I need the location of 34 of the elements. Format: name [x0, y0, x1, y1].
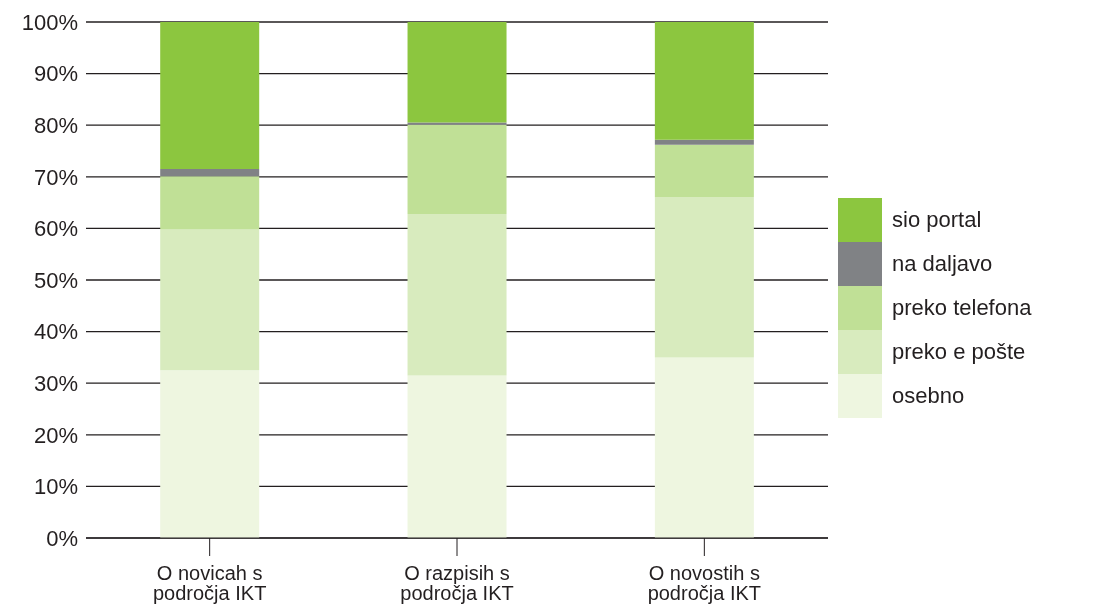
- y-tick-label: 20%: [33, 422, 78, 448]
- y-tick-label: 40%: [33, 319, 78, 345]
- y-tick-label: 70%: [33, 164, 78, 190]
- y-tick-label: 0%: [46, 525, 78, 551]
- bar: [654, 357, 754, 538]
- bar: [654, 196, 754, 358]
- bar: [654, 139, 754, 145]
- y-tick-label: 30%: [33, 371, 78, 397]
- y-tick-label: 80%: [33, 113, 78, 139]
- bar: [654, 144, 754, 197]
- bar: [407, 122, 507, 125]
- legend-label: preko e pošte: [892, 339, 1026, 365]
- bar: [407, 213, 507, 376]
- bar: [407, 375, 507, 538]
- legend-label: na daljavo: [892, 251, 993, 277]
- x-tick-label: O novostih s področja IKT: [647, 562, 762, 605]
- bar: [160, 370, 260, 538]
- y-tick-label: 50%: [33, 267, 78, 293]
- y-tick-label: 10%: [33, 474, 78, 500]
- y-tick-label: 60%: [33, 216, 78, 242]
- bar: [160, 169, 260, 177]
- legend-label: preko telefona: [892, 295, 1032, 321]
- x-tick-label: O razpisih s področja IKT: [400, 562, 514, 605]
- bar: [160, 229, 260, 371]
- legend-label: osebno: [892, 383, 965, 409]
- y-tick-label: 90%: [33, 61, 78, 87]
- bar: [407, 22, 507, 123]
- bar: [654, 22, 754, 140]
- x-tick-label: O novicah s področja IKT: [152, 562, 267, 605]
- bar: [160, 176, 260, 230]
- legend-label: sio portal: [892, 207, 982, 233]
- bar: [160, 22, 260, 170]
- bar: [407, 124, 507, 214]
- y-tick-label: 100%: [21, 9, 78, 35]
